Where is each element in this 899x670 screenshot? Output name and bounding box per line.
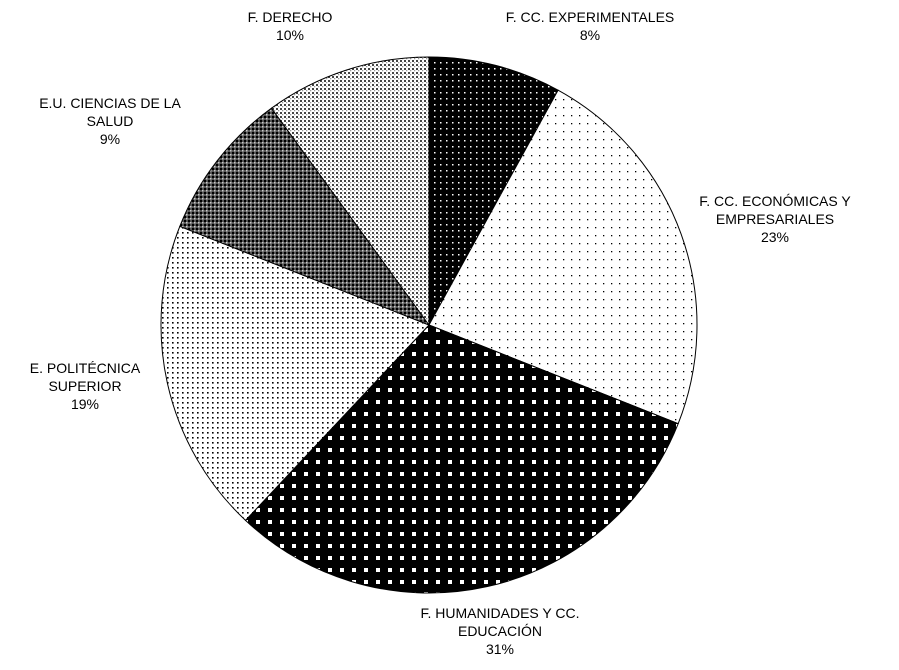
value-label: 23% <box>760 229 790 245</box>
category-label: F. DERECHO <box>247 9 333 25</box>
category-label: E. POLITÉCNICA SUPERIOR <box>29 360 141 394</box>
slice-label: E. POLITÉCNICA SUPERIOR 19% <box>20 359 150 413</box>
category-label: F. CC. ECONÓMICAS Y EMPRESARIALES <box>699 193 851 227</box>
slice-label: F. CC. EXPERIMENTALES 8% <box>480 8 700 44</box>
pie-slice <box>428 56 559 326</box>
pie-slice <box>270 56 430 327</box>
value-label: 9% <box>99 131 121 147</box>
pie-slice <box>428 89 698 425</box>
value-label: 19% <box>70 396 100 412</box>
value-label: 8% <box>579 27 601 43</box>
slice-label: F. DERECHO 10% <box>220 8 360 44</box>
slice-label: F. HUMANIDADES Y CC. EDUCACIÓN 31% <box>410 604 590 658</box>
category-label: E.U. CIENCIAS DE LA SALUD <box>39 95 181 129</box>
value-label: 10% <box>275 27 305 43</box>
pie-slice <box>244 324 679 594</box>
pie-slice <box>179 107 431 327</box>
category-label: F. CC. EXPERIMENTALES <box>505 9 675 25</box>
value-label: 31% <box>485 641 515 657</box>
category-label: F. HUMANIDADES Y CC. EDUCACIÓN <box>420 605 580 639</box>
slice-label: F. CC. ECONÓMICAS Y EMPRESARIALES 23% <box>685 192 865 246</box>
slice-label: E.U. CIENCIAS DE LA SALUD 9% <box>25 94 195 148</box>
pie-slice <box>160 225 430 522</box>
